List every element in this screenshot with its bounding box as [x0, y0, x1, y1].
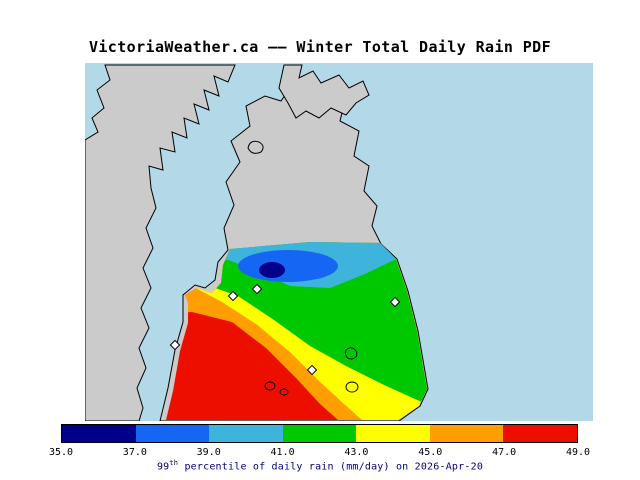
station-marker-icon — [251, 283, 263, 295]
colorbar-tick-label: 39.0 — [196, 447, 221, 458]
caption: 99th percentile of daily rain (mm/day) o… — [0, 459, 640, 472]
colorbar-segment — [356, 425, 430, 442]
band-41-43 — [166, 242, 427, 418]
colorbar-tick-label: 41.0 — [270, 447, 295, 458]
map-canvas — [85, 63, 593, 421]
caption-rest: percentile of daily rain (mm/day) on 202… — [178, 461, 484, 473]
colorbar-tick-label: 43.0 — [344, 447, 369, 458]
colorbar-segment — [62, 425, 136, 442]
band-37-39 — [238, 250, 338, 282]
colorbar-segment — [209, 425, 283, 442]
colorbar-segment — [135, 425, 210, 442]
islet-outline — [345, 347, 358, 360]
colorbar-tick-label: 45.0 — [418, 447, 443, 458]
small-island — [247, 140, 264, 154]
station-marker-icon — [306, 364, 318, 376]
colorbar-ticks: 35.0 37.0 39.0 41.0 43.0 45.0 47.0 49.0 — [49, 447, 590, 459]
colorbar — [61, 424, 578, 443]
caption-superscript: th — [169, 459, 179, 467]
plot-title: VictoriaWeather.ca —— Winter Total Daily… — [88, 38, 552, 56]
colorbar-tick-label: 37.0 — [122, 447, 147, 458]
colorbar-tick-label: 49.0 — [565, 447, 591, 458]
colorbar-tick-label: 47.0 — [492, 447, 517, 458]
islet-outline — [345, 381, 359, 393]
band-35-37 — [259, 262, 285, 278]
station-marker-icon — [227, 290, 239, 302]
colorbar-segment — [429, 425, 504, 442]
station-marker-icon — [169, 339, 181, 351]
station-markers — [169, 283, 401, 376]
islet-outlines — [264, 347, 359, 396]
station-marker-icon — [389, 296, 401, 308]
landmass-west — [85, 64, 236, 421]
caption-value: 99 — [156, 461, 170, 473]
colorbar-segment — [282, 425, 357, 442]
islet-outline — [264, 381, 276, 391]
colorbar-tick-label: 35.0 — [48, 447, 74, 458]
colorbar-segment — [503, 425, 578, 442]
island-cluster-north — [278, 64, 370, 119]
islet-outline — [279, 388, 289, 396]
